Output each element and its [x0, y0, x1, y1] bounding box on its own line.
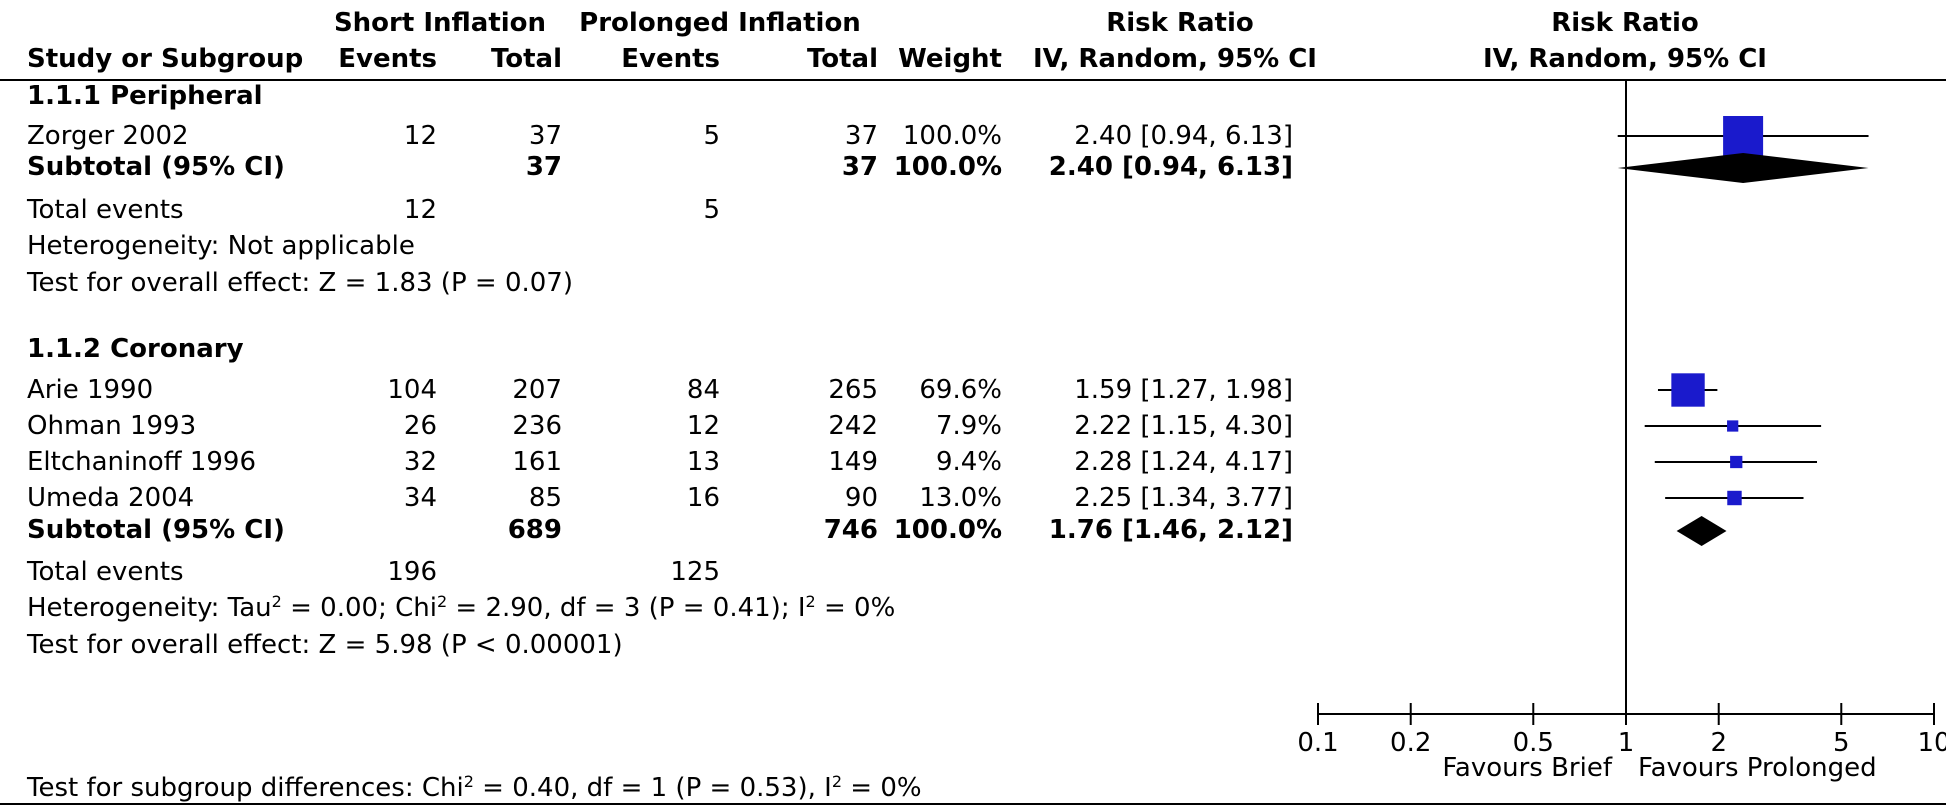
weight-value: 7.9% — [935, 411, 1002, 441]
events-short: 104 — [387, 375, 437, 405]
effect-square — [1723, 116, 1764, 156]
subtotal-total-prolonged: 746 — [823, 515, 878, 545]
heterogeneity-text: Heterogeneity: Tau2 = 0.00; Chi2 = 2.90,… — [27, 592, 896, 623]
weight-value: 69.6% — [919, 375, 1002, 405]
subtotal-diamond — [1676, 516, 1727, 546]
ci-value: 2.28 [1.24, 4.17] — [1074, 447, 1293, 477]
total-short: 37 — [528, 121, 562, 151]
events-prolonged: 16 — [686, 483, 720, 513]
effect-square — [1727, 490, 1742, 506]
overall-effect-text: Test for overall effect: Z = 5.98 (P < 0… — [27, 630, 623, 660]
x-tick-label: 0.2 — [1390, 728, 1431, 758]
header-ci: IV, Random, 95% CI — [1033, 44, 1317, 74]
total-prolonged: 149 — [828, 447, 878, 477]
x-tick-label: 0.5 — [1513, 728, 1554, 758]
total-events-prolonged: 125 — [670, 557, 720, 587]
header-total1: Total — [490, 44, 562, 74]
ci-value: 1.59 [1.27, 1.98] — [1074, 375, 1293, 405]
events-prolonged: 84 — [686, 375, 720, 405]
events-prolonged: 12 — [686, 411, 720, 441]
total-events-label: Total events — [27, 557, 184, 587]
ci-value: 2.25 [1.34, 3.77] — [1074, 483, 1293, 513]
subtotal-total-short: 689 — [507, 515, 562, 545]
total-short: 207 — [512, 375, 562, 405]
favours-left-label: Favours Brief — [1442, 753, 1613, 783]
study-name: Arie 1990 — [27, 375, 154, 405]
header-group2: Prolonged Inflation — [579, 8, 861, 38]
header-total2: Total — [806, 44, 878, 74]
weight-value: 9.4% — [935, 447, 1002, 477]
header-events2: Events — [621, 44, 720, 74]
footer-rule — [0, 803, 1946, 805]
subtotal-weight: 100.0% — [893, 515, 1002, 545]
total-events-prolonged: 5 — [703, 195, 720, 225]
study-name: Umeda 2004 — [27, 483, 195, 513]
study-name: Ohman 1993 — [27, 411, 197, 441]
total-prolonged: 242 — [828, 411, 878, 441]
subtotal-weight: 100.0% — [893, 152, 1002, 182]
weight-value: 100.0% — [902, 121, 1002, 151]
header-rule — [0, 79, 1946, 81]
x-tick-label: 0.1 — [1297, 728, 1338, 758]
subtotal-diamond — [1617, 153, 1869, 183]
subtotal-ci: 1.76 [1.46, 2.12] — [1048, 515, 1293, 545]
header-group1: Short Inflation — [333, 8, 547, 38]
total-events-label: Total events — [27, 195, 184, 225]
subtotal-total-short: 37 — [525, 152, 562, 182]
study-name: Zorger 2002 — [27, 121, 189, 151]
header-study: Study or Subgroup — [27, 44, 304, 74]
study-name: Eltchaninoff 1996 — [27, 447, 256, 477]
total-events-short: 196 — [387, 557, 437, 587]
total-events-short: 12 — [403, 195, 437, 225]
header-events1: Events — [338, 44, 437, 74]
subtotal-total-prolonged: 37 — [841, 152, 878, 182]
events-short: 26 — [403, 411, 437, 441]
subgroup-title: 1.1.1 Peripheral — [27, 81, 263, 111]
effect-square — [1671, 373, 1705, 407]
subgroup-title: 1.1.2 Coronary — [27, 334, 244, 364]
subtotal-label: Subtotal (95% CI) — [27, 515, 285, 545]
subtotal-ci: 2.40 [0.94, 6.13] — [1048, 152, 1293, 182]
subtotal-label: Subtotal (95% CI) — [27, 152, 285, 182]
x-tick-label: 5 — [1833, 728, 1850, 758]
total-short: 161 — [512, 447, 562, 477]
x-tick-label: 2 — [1710, 728, 1727, 758]
total-prolonged: 37 — [844, 121, 878, 151]
ci-value: 2.40 [0.94, 6.13] — [1074, 121, 1293, 151]
effect-square — [1730, 455, 1743, 469]
total-prolonged: 90 — [844, 483, 878, 513]
subgroup-differences-text: Test for subgroup differences: Chi2 = 0.… — [27, 772, 922, 803]
total-short: 236 — [512, 411, 562, 441]
events-short: 32 — [403, 447, 437, 477]
header-rr-title: Risk Ratio — [1106, 8, 1254, 38]
total-prolonged: 265 — [828, 375, 878, 405]
events-short: 34 — [403, 483, 437, 513]
header-plot-ci: IV, Random, 95% CI — [1483, 44, 1767, 74]
effect-square — [1727, 420, 1739, 432]
overall-effect-text: Test for overall effect: Z = 1.83 (P = 0… — [27, 268, 573, 298]
events-prolonged: 5 — [703, 121, 720, 151]
x-tick-label: 1 — [1618, 728, 1635, 758]
heterogeneity-text: Heterogeneity: Not applicable — [27, 231, 415, 261]
ci-value: 2.22 [1.15, 4.30] — [1074, 411, 1293, 441]
total-short: 85 — [528, 483, 562, 513]
weight-value: 13.0% — [919, 483, 1002, 513]
events-short: 12 — [403, 121, 437, 151]
events-prolonged: 13 — [686, 447, 720, 477]
favours-right-label: Favours Prolonged — [1638, 753, 1877, 783]
header-plot-title: Risk Ratio — [1551, 8, 1699, 38]
header-weight: Weight — [898, 44, 1002, 74]
x-tick-label: 10 — [1917, 728, 1946, 758]
